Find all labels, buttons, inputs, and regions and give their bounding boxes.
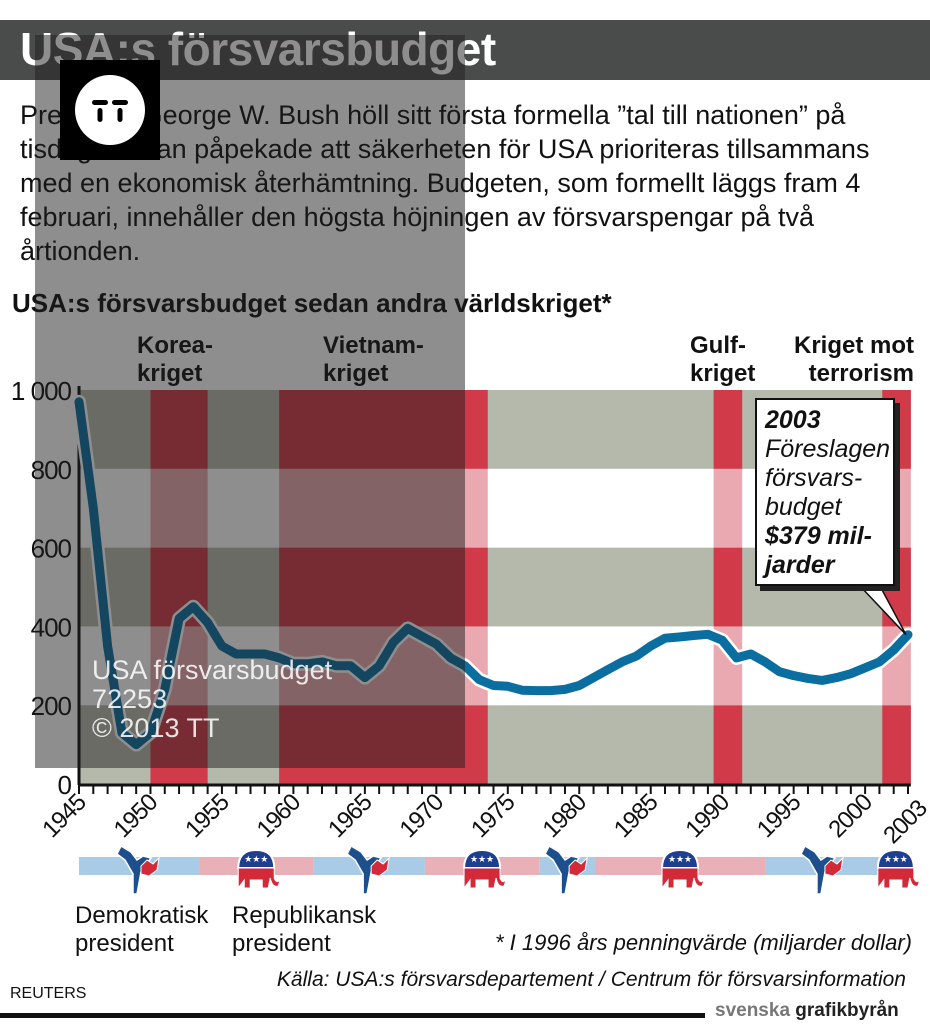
x-tick-label: 1950 <box>109 789 163 843</box>
war-label-line: Kriget mot <box>794 332 914 359</box>
x-tick-label: 1985 <box>609 789 663 843</box>
annotation-line: försvars- <box>765 464 863 492</box>
star-icon: ★ <box>486 855 494 865</box>
x-tick-label: 1980 <box>537 789 591 843</box>
x-tick-label: 1970 <box>395 789 449 843</box>
callout-pointer <box>858 585 907 636</box>
footer-divider <box>0 1013 705 1018</box>
elephant-shape <box>661 848 700 869</box>
annotation-value: jarder <box>765 551 835 579</box>
donkey-icon <box>800 844 844 895</box>
war-period-band <box>713 547 743 627</box>
source-text: Källa: USA:s försvarsdepartement / Centr… <box>276 968 906 991</box>
elephant-icon: ★ ★ ★ <box>661 848 705 890</box>
star-icon: ★ <box>668 855 676 865</box>
elephant-icon: ★ ★ ★ <box>876 848 921 890</box>
legend-republican: Republikansk president <box>232 902 376 958</box>
annotation-line: budget <box>765 493 842 521</box>
tt-logo-icon <box>75 75 145 145</box>
watermark-line: 72253 <box>92 684 168 714</box>
x-tick-label: 1990 <box>680 789 734 843</box>
war-label-gulf: Gulf-kriget <box>690 332 755 388</box>
war-label-terror: Kriget mot terrorism <box>783 332 914 388</box>
x-tick-label: 2000 <box>823 789 877 843</box>
donkey-icon <box>544 844 588 895</box>
star-icon: ★ <box>676 855 684 865</box>
war-period-band <box>713 390 743 469</box>
star-icon: ★ <box>244 855 252 865</box>
legend-text: president <box>75 930 174 957</box>
star-icon: ★ <box>900 855 908 865</box>
star-icon: ★ <box>892 855 900 865</box>
brand-logo: svenska grafikbyrån <box>715 1000 899 1022</box>
legend-text: Demokratisk <box>75 902 209 929</box>
star-icon: ★ <box>884 855 892 865</box>
legend-text: president <box>232 930 331 957</box>
star-icon: ★ <box>260 855 268 865</box>
brand-bold: grafikbyrån <box>795 1000 899 1021</box>
war-label-line: terrorism <box>808 360 914 387</box>
elephant-shape <box>876 848 915 869</box>
war-period-band <box>713 468 743 548</box>
x-tick-label: 2003 <box>878 795 930 849</box>
star-icon: ★ <box>684 855 692 865</box>
elephant-shape <box>877 867 921 890</box>
y-tick-label: 0 <box>58 770 72 800</box>
watermark-text: USA försvarsbudget 72253 © 2013 TT <box>92 656 332 743</box>
x-tick-label: 1995 <box>752 789 806 843</box>
annotation-line: Föreslagen <box>765 435 891 463</box>
elephant-icon: ★ ★ ★ <box>237 848 281 890</box>
annotation-callout: 2003 Föreslagen försvars- budget $379 mi… <box>755 398 895 586</box>
elephant-shape <box>463 848 502 869</box>
donkey-icon <box>346 844 390 895</box>
donkey-icon <box>116 844 160 895</box>
donkey-shape <box>824 856 844 877</box>
elephant-shape <box>463 867 507 890</box>
elephant-shape <box>661 867 705 890</box>
credit-reuters: REUTERS <box>10 985 87 1002</box>
war-label-line: Gulf- <box>690 332 746 359</box>
x-tick-label: 1960 <box>252 789 306 843</box>
star-icon: ★ <box>478 855 486 865</box>
star-icon: ★ <box>252 855 260 865</box>
war-period-band <box>713 705 743 784</box>
brand-light: svenska <box>715 1000 791 1021</box>
x-tick-label: 1975 <box>466 789 520 843</box>
annotation-year: 2003 <box>765 406 821 434</box>
x-tick-label: 1965 <box>323 789 377 843</box>
elephant-icon: ★ ★ ★ <box>463 848 507 890</box>
star-icon: ★ <box>470 855 478 865</box>
currency-note: * I 1996 års penningvärde (miljarder dol… <box>495 930 912 955</box>
elephant-shape <box>237 867 281 890</box>
legend-democrat: Demokratisk president <box>75 902 208 958</box>
donkey-shape <box>370 856 390 877</box>
tt-logo <box>60 60 160 160</box>
war-label-line: kriget <box>690 360 756 387</box>
watermark-line: USA försvarsbudget <box>92 655 333 685</box>
legend-text: Republikansk <box>232 902 377 929</box>
x-tick-label: 1955 <box>180 789 234 843</box>
x-tick-label: 1945 <box>37 789 91 843</box>
war-period-band <box>882 705 911 784</box>
donkey-shape <box>140 856 160 877</box>
watermark-line: © 2013 TT <box>92 713 220 743</box>
annotation-value: $379 mil- <box>765 522 873 550</box>
elephant-shape <box>237 848 276 869</box>
donkey-shape <box>568 856 588 877</box>
